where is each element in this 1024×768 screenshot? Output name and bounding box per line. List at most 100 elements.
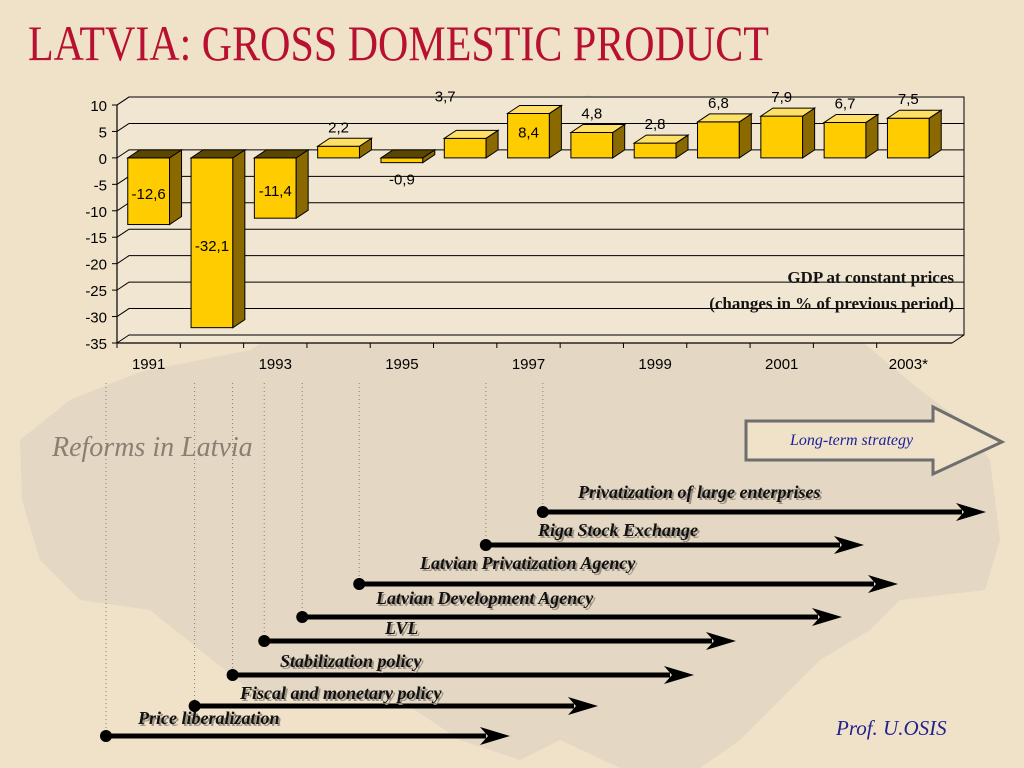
bar-top (632, 134, 690, 144)
bar-top (885, 109, 943, 119)
reform-label: Price liberalization (138, 708, 280, 728)
bar-top (379, 149, 437, 159)
bar-1999 (632, 134, 690, 159)
bar-1992 (189, 148, 247, 329)
y-tick-label: 10 (90, 98, 107, 115)
bar-top (505, 104, 564, 114)
chart-note-line1: GDP at constant prices (787, 268, 954, 287)
reform-arrow-head (834, 536, 864, 554)
bar-front (253, 157, 297, 219)
bar-top (126, 149, 184, 159)
bar-1994 (316, 137, 374, 159)
y-tick-label: -10 (85, 204, 107, 221)
bar-top (252, 149, 310, 159)
y-tick-label: 5 (99, 124, 107, 141)
gridline (116, 255, 964, 265)
author-credit: Prof. U.OSIS (836, 716, 947, 740)
reform-arrow-head (812, 608, 842, 626)
bar-top (189, 149, 247, 159)
bar-1998 (569, 123, 627, 159)
gridline (116, 122, 964, 132)
y-tick-label: -15 (85, 230, 107, 247)
data-label: 7,5 (898, 91, 919, 108)
bar-front (127, 157, 171, 226)
reform-arrow (353, 575, 898, 593)
data-label: -0,9 (389, 172, 415, 189)
reform-arrow-head (568, 697, 598, 715)
bar-top (695, 113, 753, 123)
data-label: 2,2 (328, 119, 349, 136)
reform-label: LVL (385, 618, 419, 638)
y-tick-label: -20 (85, 257, 107, 274)
data-label: 4,8 (581, 106, 602, 123)
reform-arrow-head (480, 727, 510, 745)
y-tick-label: -35 (85, 336, 107, 353)
bar-2003* (885, 109, 943, 159)
reform-arrow-head (868, 575, 898, 593)
bar-top (316, 137, 374, 147)
reform-arrow (479, 536, 864, 554)
reform-label: Fiscal and monetary policy (240, 683, 442, 703)
reform-arrow-head (664, 666, 694, 684)
reform-arrow (296, 608, 842, 626)
gridline (116, 96, 964, 106)
bar-1996 (442, 129, 500, 159)
bar-2001 (759, 107, 817, 159)
reform-arrow (226, 666, 694, 684)
x-tick-label: 1991 (132, 356, 165, 373)
data-label: -11,4 (259, 183, 292, 200)
gridline (116, 228, 964, 238)
gdp-bar-chart: 10 5 0 -5 -10 -15 -20 -25 -30 -35 -12,6 -32,1 -11,4… (85, 88, 965, 373)
data-label: 2,8 (645, 116, 666, 133)
bar-1991 (126, 148, 184, 226)
bar-front (507, 112, 550, 159)
reform-label: Privatization of large enterprises (578, 482, 821, 502)
gridline (116, 308, 964, 317)
reforms-title: Reforms in Latvia (52, 432, 253, 463)
bar-front (760, 115, 804, 159)
x-tick-label: 1993 (259, 356, 292, 373)
reform-label: Latvian Development Agency (376, 588, 594, 608)
reform-arrow (258, 632, 736, 650)
slide-title: LATVIA: GROSS DOMESTIC PRODUCT (28, 15, 769, 71)
data-label: -32,1 (195, 238, 229, 255)
data-label: 3,7 (435, 88, 456, 105)
reform-label: Latvian Privatization Agency (420, 553, 636, 573)
x-tick-label: 1995 (385, 356, 418, 373)
y-tick-label: 0 (99, 151, 107, 168)
gridline (116, 334, 964, 344)
bar-1993 (252, 148, 310, 220)
data-label: 8,4 (518, 124, 539, 141)
reform-arrow (536, 503, 986, 521)
y-tick-label: -30 (85, 310, 107, 327)
x-tick-label: 1997 (512, 356, 545, 373)
x-tick-label: 1999 (638, 356, 671, 373)
data-label: 6,8 (708, 95, 729, 112)
gridline (116, 281, 964, 291)
y-tick-label: -5 (94, 177, 107, 194)
reform-label: Riga Stock Exchange (538, 520, 699, 540)
data-label: 6,7 (835, 95, 856, 112)
bar-2000 (695, 112, 753, 159)
data-label: 7,9 (771, 89, 792, 106)
bar-top (569, 124, 627, 134)
x-tick-label: 2001 (765, 356, 798, 373)
bar-2002 (822, 113, 880, 159)
bar-top (759, 107, 817, 117)
reform-arrow-head (706, 632, 736, 650)
bar-top (822, 113, 880, 123)
bar-front (570, 132, 614, 159)
reform-arrow (188, 697, 598, 715)
y-tick-label: -25 (85, 283, 107, 300)
bar-1997 (505, 104, 564, 159)
long-term-strategy-label: Long-term strategy (790, 432, 914, 449)
bar-top (442, 129, 500, 139)
long-term-strategy-arrow (744, 404, 1006, 477)
reform-arrow-head (956, 503, 986, 521)
x-tick-label: 2003* (889, 356, 928, 373)
chart-note-line2: (changes in % of previous period) (709, 294, 954, 313)
data-label: -12,6 (132, 186, 166, 203)
